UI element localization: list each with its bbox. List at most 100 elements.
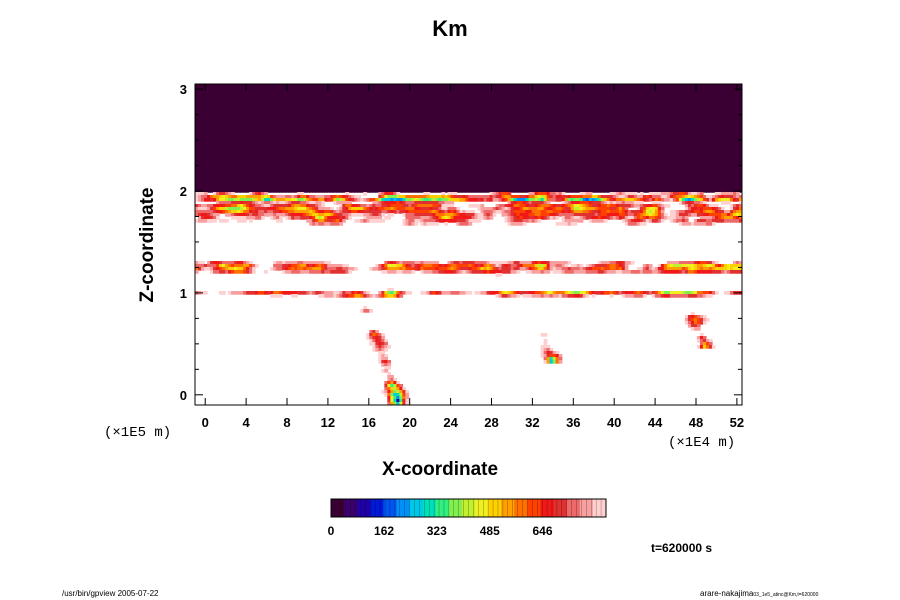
field-cell — [297, 141, 301, 145]
field-cell — [573, 99, 578, 103]
field-cell — [540, 117, 545, 121]
field-cell — [693, 111, 698, 115]
field-cell — [237, 96, 241, 100]
field-cell — [207, 123, 211, 127]
field-cell — [708, 99, 713, 103]
field-cell — [216, 120, 220, 124]
field-cell — [678, 96, 683, 100]
field-cell — [654, 120, 659, 124]
field-cell — [570, 117, 575, 121]
field-cell — [597, 114, 602, 118]
field-cell — [417, 87, 422, 91]
field-cell — [564, 111, 569, 115]
field-cell — [240, 96, 244, 100]
field-cell — [531, 102, 536, 106]
field-cell — [528, 135, 533, 139]
field-cell — [225, 141, 229, 145]
field-cell — [354, 105, 358, 109]
field-cell — [558, 120, 563, 124]
field-cell — [438, 93, 443, 97]
field-cell — [624, 93, 629, 97]
field-cell — [600, 93, 605, 97]
field-cell — [570, 120, 575, 124]
field-cell — [594, 111, 599, 115]
field-cell — [639, 102, 644, 106]
field-cell — [618, 132, 623, 136]
field-cell — [648, 93, 653, 97]
field-cell — [651, 138, 656, 142]
field-cell — [420, 117, 425, 121]
field-cell — [477, 129, 482, 133]
field-cell — [402, 141, 407, 145]
field-cell — [351, 132, 355, 136]
field-cell — [645, 90, 650, 94]
field-cell — [540, 114, 545, 118]
field-cell — [366, 129, 371, 133]
field-cell — [429, 114, 434, 118]
field-cell — [705, 108, 710, 112]
field-cell — [609, 114, 614, 118]
field-cell — [492, 120, 497, 124]
field-cell — [387, 93, 392, 97]
field-cell — [513, 108, 518, 112]
field-cell — [258, 84, 262, 88]
field-cell — [594, 132, 599, 136]
field-cell — [369, 102, 374, 106]
field-cell — [513, 126, 518, 130]
field-cell — [255, 84, 259, 88]
field-cell — [474, 84, 479, 88]
field-cell — [249, 87, 253, 91]
field-cell — [438, 87, 443, 91]
field-cell — [585, 129, 590, 133]
field-cell — [678, 99, 683, 103]
field-cell — [495, 120, 500, 124]
field-cell — [366, 126, 371, 130]
field-cell — [339, 120, 343, 124]
field-cell — [396, 90, 401, 94]
field-cell — [363, 93, 368, 97]
field-cell — [261, 144, 265, 148]
field-cell — [213, 123, 217, 127]
field-cell — [561, 126, 566, 130]
field-cell — [357, 111, 362, 115]
field-cell — [609, 138, 614, 142]
field-cell — [624, 117, 629, 121]
field-cell — [249, 135, 253, 139]
field-cell — [483, 105, 488, 109]
field-cell — [654, 105, 659, 109]
field-cell — [513, 84, 518, 88]
field-cell — [717, 117, 722, 121]
field-cell — [570, 135, 575, 139]
field-cell — [393, 132, 398, 136]
field-cell — [447, 135, 452, 139]
field-cell — [282, 87, 286, 91]
field-cell — [306, 117, 310, 121]
field-cell — [222, 102, 226, 106]
field-cell — [456, 96, 461, 100]
field-cell — [435, 99, 440, 103]
field-cell — [456, 120, 461, 124]
field-cell — [213, 117, 217, 121]
field-cell — [630, 87, 635, 91]
field-cell — [345, 132, 349, 136]
field-cell — [588, 126, 593, 130]
field-cell — [600, 129, 605, 133]
field-cell — [312, 108, 316, 112]
field-cell — [510, 123, 515, 127]
field-cell — [432, 105, 437, 109]
field-cell — [210, 120, 214, 124]
field-cell — [606, 132, 611, 136]
field-cell — [207, 138, 211, 142]
field-cell — [585, 102, 590, 106]
field-cell — [576, 132, 581, 136]
field-cell — [717, 90, 722, 94]
field-cell — [381, 132, 386, 136]
field-cell — [555, 129, 560, 133]
field-cell — [582, 90, 587, 94]
field-cell — [600, 111, 605, 115]
field-cell — [378, 102, 383, 106]
field-cell — [339, 144, 343, 148]
field-cell — [243, 111, 247, 115]
field-cell — [405, 114, 410, 118]
